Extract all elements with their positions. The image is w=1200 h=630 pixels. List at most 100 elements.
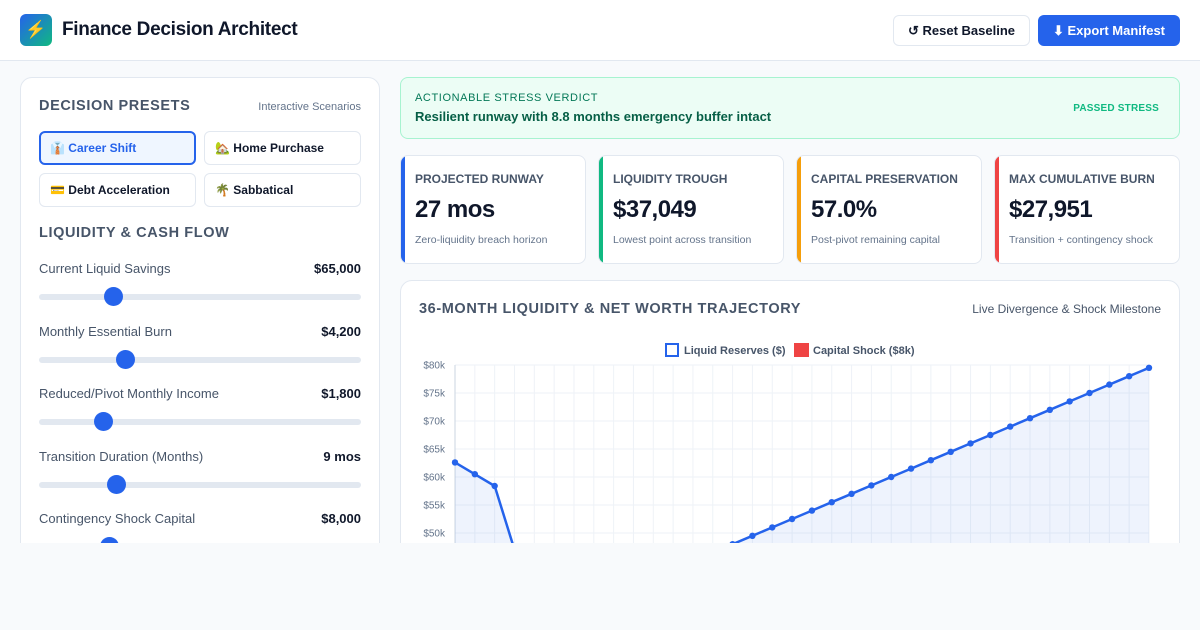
y-tick-label: $65k xyxy=(423,445,446,456)
legend-swatch-capital-shock xyxy=(794,343,809,357)
metric-value: $37,049 xyxy=(613,196,697,223)
slider-track[interactable] xyxy=(39,482,361,488)
y-tick-label: $80k xyxy=(423,361,446,372)
reset-baseline-button[interactable]: ↺ Reset Baseline xyxy=(893,15,1030,46)
slider-track[interactable] xyxy=(39,294,361,300)
slider-thumb[interactable] xyxy=(103,287,123,306)
metric-accent-stripe xyxy=(797,156,801,263)
metric-label: Liquidity Trough xyxy=(613,172,728,186)
data-point xyxy=(907,465,915,472)
slider-label: Transition Duration (Months) xyxy=(39,449,204,464)
export-manifest-button[interactable]: ⬇ Export Manifest xyxy=(1038,15,1180,46)
y-tick-label: $55k xyxy=(423,501,446,512)
verdict-status-badge: PASSED STRESS xyxy=(1073,103,1159,114)
slider-thumb[interactable] xyxy=(93,412,113,431)
legend-label-liquid-reserves: Liquid Reserves ($) xyxy=(684,345,786,357)
pivot-income-slider: Reduced/Pivot Monthly Income $1,800 xyxy=(39,386,361,436)
preset-home-purchase[interactable]: 🏡 Home Purchase xyxy=(204,131,361,165)
metric-card-max-burn: Max Cumulative Burn $27,951 Transition +… xyxy=(994,155,1180,264)
app-header: ⚡ Finance Decision Architect ↺ Reset Bas… xyxy=(0,0,1200,61)
data-point xyxy=(451,459,459,466)
slider-thumb[interactable] xyxy=(116,350,136,369)
metric-description: Post-pivot remaining capital xyxy=(811,234,940,246)
metric-card-capital-preservation: Capital Preservation 57.0% Post-pivot re… xyxy=(796,155,982,264)
legend-label-capital-shock: Capital Shock ($8k) xyxy=(813,345,915,357)
presets-title: Decision Presets xyxy=(39,98,191,114)
trajectory-chart-card: 36-Month Liquidity & Net Worth Trajector… xyxy=(400,280,1180,543)
metric-value: 57.0% xyxy=(811,196,877,223)
app-title: Finance Decision Architect xyxy=(62,19,298,40)
slider-value: $4,200 xyxy=(321,324,361,339)
data-point xyxy=(828,499,835,506)
chart-title: 36-Month Liquidity & Net Worth Trajector… xyxy=(419,301,802,317)
metric-accent-stripe xyxy=(599,156,603,263)
data-point xyxy=(888,473,895,481)
data-point xyxy=(1026,415,1034,422)
metric-card-liquidity-trough: Liquidity Trough $37,049 Lowest point ac… xyxy=(598,155,784,264)
slider-label: Current Liquid Savings xyxy=(39,261,171,276)
data-point xyxy=(1007,423,1014,430)
data-point xyxy=(788,515,796,523)
slider-value: $8,000 xyxy=(321,511,361,526)
liquidity-title: Liquidity & Cash Flow xyxy=(39,225,230,241)
trajectory-chart: $80k $75k $70k $65k $60k $55k $50k Liquid Reser… xyxy=(423,343,1153,543)
metric-accent-stripe xyxy=(401,156,405,263)
preset-debt-acceleration[interactable]: 💳 Debt Acceleration xyxy=(39,173,196,207)
chart-subtitle: Live Divergence & Shock Milestone xyxy=(972,302,1161,316)
preset-sabbatical[interactable]: 🌴 Sabbatical xyxy=(204,173,361,207)
slider-label: Contingency Shock Capital xyxy=(39,511,196,526)
verdict-eyebrow: Actionable Stress Verdict xyxy=(415,92,599,104)
data-point xyxy=(1086,389,1093,397)
slider-value: $1,800 xyxy=(321,386,361,401)
slider-value: $65,000 xyxy=(314,261,361,276)
data-point xyxy=(927,457,935,464)
slider-thumb[interactable] xyxy=(106,475,126,494)
savings-slider: Current Liquid Savings $65,000 xyxy=(39,261,361,311)
metric-value: 27 mos xyxy=(415,196,495,223)
presets-subtitle: Interactive Scenarios xyxy=(258,101,361,113)
data-point xyxy=(987,431,994,439)
legend-swatch-liquid-reserves xyxy=(665,343,679,357)
data-point xyxy=(491,482,498,490)
data-point xyxy=(1046,406,1054,413)
data-point xyxy=(808,507,816,514)
metric-value: $27,951 xyxy=(1009,196,1093,223)
stress-verdict-banner: Actionable Stress Verdict Resilient runw… xyxy=(400,77,1180,139)
data-point xyxy=(769,524,776,531)
data-point xyxy=(967,440,974,447)
y-tick-label: $50k xyxy=(423,529,446,540)
y-tick-label: $70k xyxy=(423,417,446,428)
slider-track[interactable] xyxy=(39,357,361,363)
verdict-text: Resilient runway with 8.8 months emergen… xyxy=(415,109,772,124)
slider-value: 9 mos xyxy=(323,449,361,464)
data-point xyxy=(848,490,855,497)
slider-label: Reduced/Pivot Monthly Income xyxy=(39,386,219,401)
metric-description: Transition + contingency shock xyxy=(1009,234,1154,246)
preset-career-shift[interactable]: 👔 Career Shift xyxy=(39,131,196,165)
burn-slider: Monthly Essential Burn $4,200 xyxy=(39,324,361,374)
metric-label: Projected Runway xyxy=(415,172,544,186)
main-content: Decision Presets Interactive Scenarios 👔… xyxy=(0,61,1200,543)
metric-label: Max Cumulative Burn xyxy=(1009,172,1155,186)
transition-duration-slider: Transition Duration (Months) 9 mos xyxy=(39,449,361,499)
metric-description: Zero-liquidity breach horizon xyxy=(415,234,548,246)
data-point xyxy=(947,448,954,455)
data-point xyxy=(1145,364,1153,371)
metric-description: Lowest point across transition xyxy=(613,234,752,246)
decision-panel: Decision Presets Interactive Scenarios 👔… xyxy=(20,77,380,543)
data-point xyxy=(749,532,756,539)
y-tick-label: $60k xyxy=(423,473,446,484)
metric-card-runway: Projected Runway 27 mos Zero-liquidity b… xyxy=(400,155,586,264)
data-point xyxy=(1125,373,1133,380)
liquid-reserves-line xyxy=(454,366,1150,543)
slider-thumb[interactable] xyxy=(100,537,120,543)
slider-track[interactable] xyxy=(39,419,361,425)
y-tick-label: $75k xyxy=(423,389,446,400)
liquid-reserves-area xyxy=(455,367,1149,543)
data-point xyxy=(729,541,736,543)
lightning-bolt-icon: ⚡ xyxy=(20,14,52,46)
data-point xyxy=(471,471,479,478)
data-point xyxy=(868,482,875,489)
data-point xyxy=(1066,398,1073,405)
metric-accent-stripe xyxy=(995,156,999,263)
